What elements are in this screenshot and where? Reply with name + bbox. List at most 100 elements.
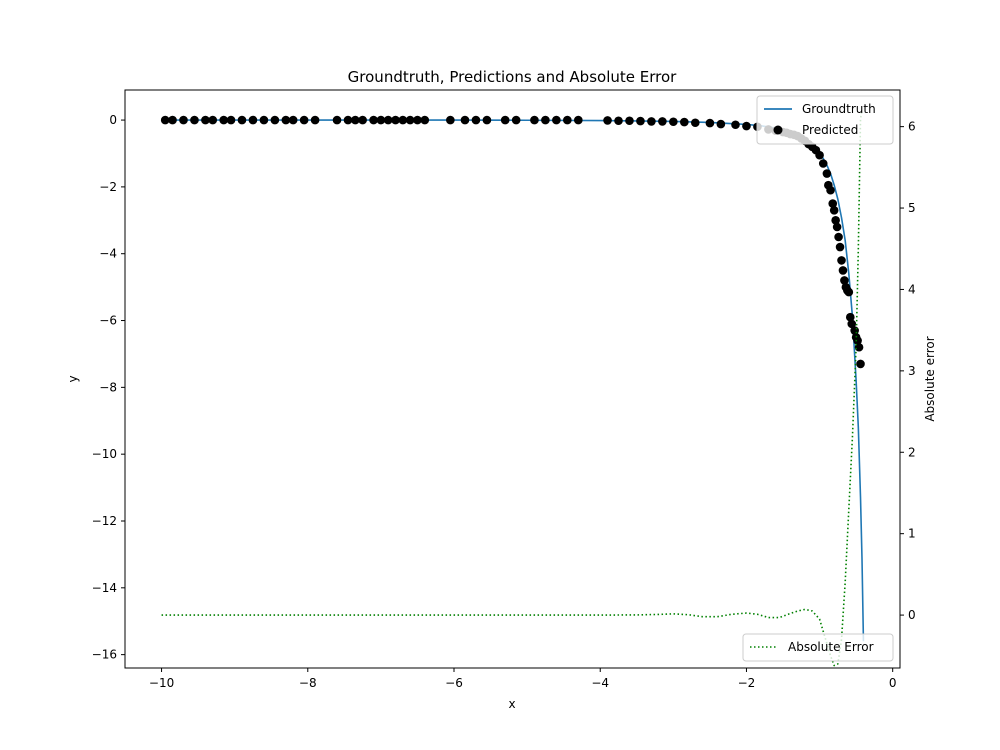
- y2-tick-label: 4: [908, 282, 916, 296]
- predicted-point: [680, 117, 689, 127]
- predicted-point: [829, 205, 839, 215]
- y2-tick-label: 6: [908, 120, 916, 134]
- predicted-point: [669, 117, 678, 127]
- x-tick-label: −2: [738, 676, 756, 690]
- predicted-point: [541, 115, 550, 125]
- predicted-point: [625, 116, 634, 126]
- predicted-point: [299, 115, 309, 125]
- y-tick-label: −16: [92, 648, 117, 662]
- predicted-point: [563, 115, 572, 125]
- y-tick-label: −2: [99, 180, 117, 194]
- predicted-point: [832, 222, 842, 232]
- predicted-point: [351, 115, 360, 125]
- predicted-point: [420, 115, 430, 125]
- y2-tick-label: 3: [908, 364, 916, 378]
- plot-frame: [124, 89, 901, 669]
- predicted-point: [826, 185, 835, 195]
- predicted-point: [831, 216, 840, 225]
- predicted-point: [844, 287, 854, 297]
- predicted-point: [731, 120, 740, 130]
- predicted-point: [835, 242, 845, 252]
- predicted-point: [343, 115, 353, 125]
- legend-bottom: Absolute Error: [742, 633, 894, 662]
- predicted-point: [705, 118, 715, 128]
- predicted-point: [332, 115, 342, 125]
- predicted-point: [840, 276, 849, 285]
- predicted-point: [856, 359, 865, 369]
- predicted-point: [818, 159, 828, 168]
- predicted-point: [834, 232, 843, 242]
- y2-axis-label: Absolute error: [923, 336, 937, 421]
- predicted-point: [574, 115, 583, 125]
- y-axis-label: y: [66, 375, 80, 382]
- predicted-point: [281, 115, 291, 125]
- predicted-point: [179, 115, 188, 125]
- y2-tick-label: 2: [908, 445, 916, 459]
- predicted-point: [405, 115, 415, 125]
- predicted-point: [248, 115, 258, 125]
- predicted-point: [376, 115, 386, 125]
- x-axis-label: x: [508, 697, 515, 711]
- predicted-point: [219, 115, 229, 125]
- legend-top: Groundtruth Predicted: [756, 95, 894, 145]
- predicted-point: [838, 266, 848, 275]
- predicted-point: [446, 115, 455, 125]
- y-tick-label: −4: [99, 247, 117, 261]
- y2-tick-label: 0: [908, 608, 916, 622]
- predicted-point: [614, 116, 623, 126]
- legend-predicted-label: Predicted: [802, 123, 858, 137]
- predicted-point: [847, 319, 857, 329]
- legend-top-box: [756, 95, 894, 145]
- predicted-point: [853, 336, 862, 345]
- predicted-point: [201, 115, 210, 125]
- legend-error-label: Absolute Error: [788, 640, 874, 654]
- predicted-point: [845, 312, 855, 322]
- predicted-point: [690, 118, 700, 128]
- predicted-point: [310, 115, 320, 125]
- predicted-point: [658, 117, 667, 126]
- x-tick-label: −6: [445, 676, 463, 690]
- chart-title: Groundtruth, Predictions and Absolute Er…: [348, 68, 677, 86]
- predicted-point: [552, 115, 561, 125]
- predicted-point: [500, 115, 510, 125]
- predicted-point: [822, 169, 832, 178]
- predicted-point: [259, 115, 269, 125]
- predicted-point: [413, 115, 422, 125]
- y2-tick-label: 1: [908, 527, 916, 541]
- predicted-point: [160, 115, 170, 125]
- predicted-point: [471, 115, 481, 125]
- x-tick-label: 0: [889, 676, 897, 690]
- legend-groundtruth-label: Groundtruth: [802, 102, 876, 116]
- predicted-point: [270, 115, 280, 125]
- predicted-point: [369, 115, 378, 125]
- predicted-point: [815, 150, 824, 160]
- legend-predicted-swatch: [773, 125, 783, 135]
- y-tick-label: −12: [92, 514, 117, 528]
- y-tick-label: −14: [92, 581, 117, 595]
- predicted-point: [636, 116, 645, 126]
- predicted-point: [828, 199, 838, 208]
- predicted-point: [837, 256, 846, 265]
- predicted-point: [742, 121, 751, 131]
- predicted-point: [168, 115, 177, 125]
- predicted-point: [603, 116, 612, 125]
- predicted-point: [383, 115, 393, 125]
- predicted-point: [288, 115, 298, 125]
- predicted-point: [460, 115, 470, 125]
- predicted-point: [391, 115, 400, 125]
- y2-tick-label: 5: [908, 201, 916, 215]
- predicted-point: [716, 119, 726, 129]
- y-tick-label: −10: [92, 447, 117, 461]
- predicted-point: [647, 117, 656, 126]
- x-tick-label: −4: [591, 676, 609, 690]
- predicted-point: [511, 115, 521, 125]
- predicted-point: [226, 115, 236, 125]
- y-tick-label: 0: [109, 113, 117, 127]
- predicted-point: [530, 115, 539, 125]
- predicted-point: [358, 115, 367, 125]
- y-tick-label: −8: [99, 380, 117, 394]
- x-tick-label: −8: [299, 676, 317, 690]
- predicted-point: [398, 115, 408, 125]
- predicted-point: [208, 115, 218, 125]
